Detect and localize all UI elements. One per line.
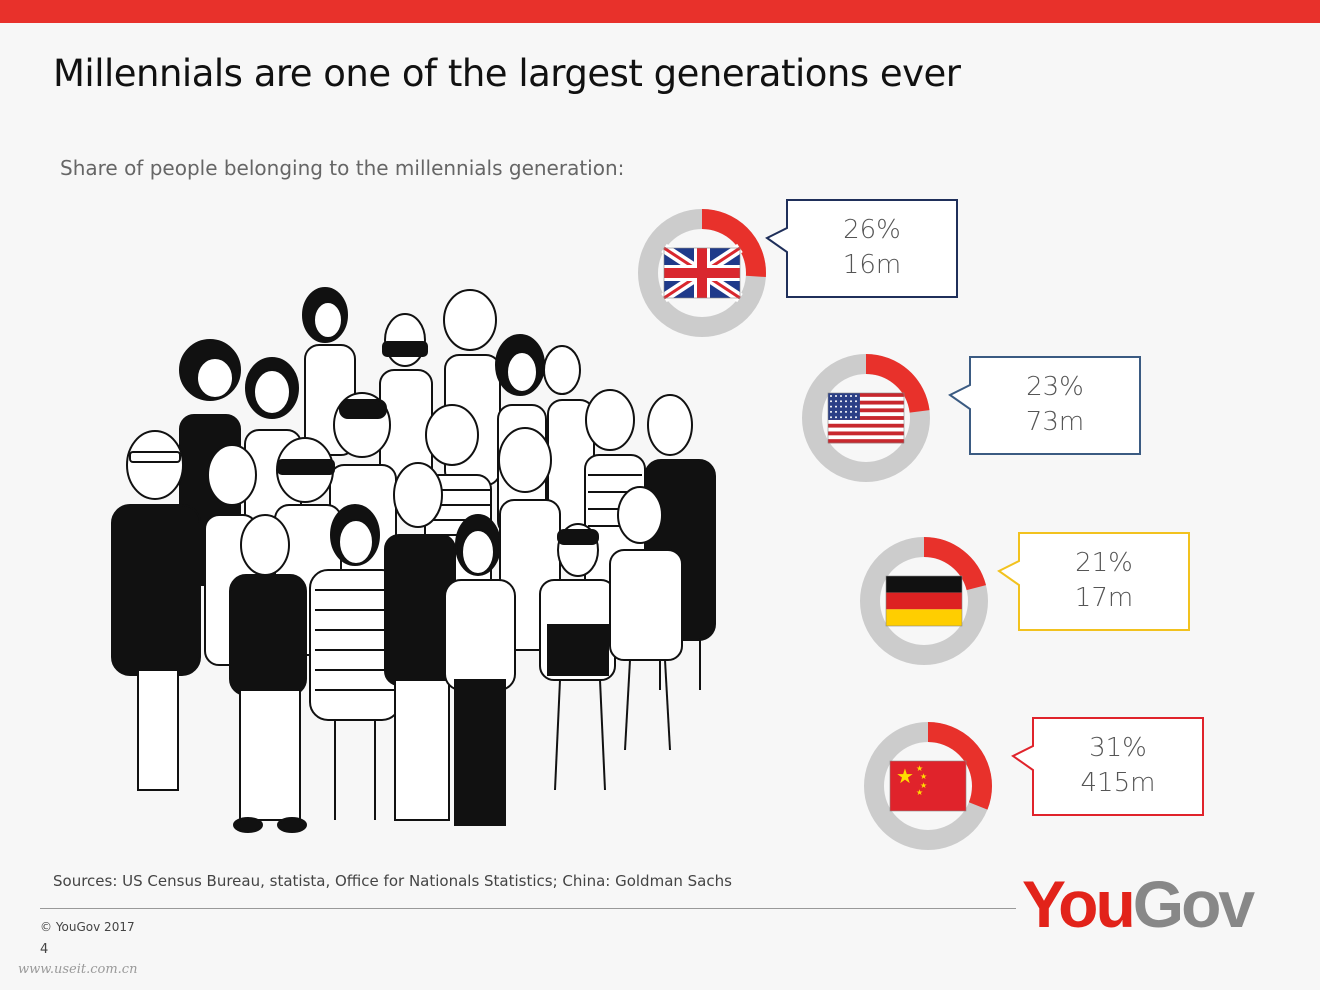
person-figure bbox=[539, 523, 616, 791]
callout-china: 31% 415m bbox=[1033, 731, 1203, 801]
person-figure bbox=[444, 514, 516, 826]
footer-divider bbox=[40, 908, 1016, 909]
callout-germany: 21% 17m bbox=[1019, 546, 1189, 616]
person-figure bbox=[111, 430, 201, 791]
donut-track bbox=[860, 537, 988, 665]
count-label: 17m bbox=[1074, 583, 1134, 613]
china-flag-icon: ★ ★★★★ bbox=[889, 760, 967, 812]
sources-note: Sources: US Census Bureau, statista, Off… bbox=[53, 872, 732, 890]
donut-share-arc bbox=[802, 354, 930, 482]
germany-flag-icon bbox=[885, 575, 963, 627]
donut-track bbox=[864, 722, 992, 850]
share-label: 31% bbox=[1089, 733, 1147, 763]
share-label: 23% bbox=[1026, 372, 1084, 402]
crowd-illustration bbox=[111, 287, 716, 833]
svg-text:★: ★ bbox=[920, 772, 927, 781]
count-label: 16m bbox=[842, 250, 902, 280]
person-figure bbox=[609, 486, 683, 751]
svg-text:★: ★ bbox=[916, 788, 923, 797]
person-figure bbox=[384, 462, 456, 821]
callout-usa: 23% 73m bbox=[970, 370, 1140, 440]
watermark-text: www.useit.com.cn bbox=[18, 962, 138, 977]
svg-text:★: ★ bbox=[896, 764, 914, 788]
count-label: 73m bbox=[1025, 407, 1085, 437]
donut-share-arc bbox=[860, 537, 988, 665]
page-number: 4 bbox=[40, 942, 49, 957]
top-accent-bar bbox=[0, 0, 1320, 23]
copyright-text: © YouGov 2017 bbox=[40, 920, 135, 934]
share-label: 21% bbox=[1075, 548, 1133, 578]
page-title: Millennials are one of the largest gener… bbox=[53, 52, 961, 95]
us-flag-icon bbox=[827, 392, 905, 444]
chart-subtitle: Share of people belonging to the millenn… bbox=[60, 156, 625, 180]
donut-share-arc bbox=[864, 722, 992, 850]
person-figure bbox=[229, 514, 307, 833]
callout-uk: 26% 16m bbox=[787, 213, 957, 283]
svg-text:★: ★ bbox=[920, 781, 927, 790]
donut-track bbox=[802, 354, 930, 482]
count-label: 415m bbox=[1080, 768, 1156, 798]
person-figure bbox=[302, 287, 356, 456]
share-label: 26% bbox=[843, 215, 901, 245]
person-figure bbox=[309, 504, 401, 820]
yougov-logo: YouGov bbox=[1022, 867, 1255, 941]
svg-text:★: ★ bbox=[916, 764, 923, 773]
